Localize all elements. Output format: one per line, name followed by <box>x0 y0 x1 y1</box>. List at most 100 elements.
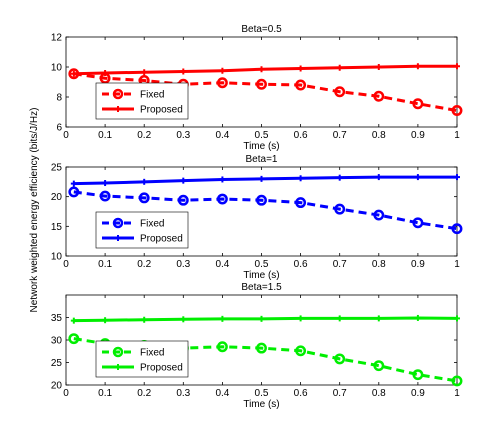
data-point-proposed <box>70 180 77 187</box>
y-tick-label: 6 <box>56 123 62 134</box>
data-point-proposed <box>454 315 460 322</box>
y-tick-label: 20 <box>51 381 63 392</box>
data-point-proposed <box>375 64 382 70</box>
data-point-proposed <box>180 68 187 75</box>
x-tick-label: 0.8 <box>372 130 386 141</box>
x-axis-label: Time (s) <box>243 141 279 152</box>
legend-marker-circle <box>112 88 124 100</box>
legend-box <box>95 340 189 378</box>
data-point-proposed <box>336 174 343 181</box>
panel-2: Beta=1 0 0.1 0.2 0.3 0.4 0.5 0.6 0.7 0.8 0.9 1 10 15 2… <box>51 154 463 281</box>
x-tick-label: 0.3 <box>176 259 190 270</box>
legend: Fixed Proposed <box>95 211 189 249</box>
data-point-proposed <box>70 317 77 324</box>
y-tick-label: 12 <box>51 33 63 44</box>
data-point-fixed <box>451 375 463 387</box>
x-tick-label: 0.2 <box>137 388 151 399</box>
data-point-proposed <box>336 64 343 71</box>
x-tick-label: 0.6 <box>294 130 308 141</box>
data-point-proposed <box>297 175 304 182</box>
panel-title: Beta=1.5 <box>241 282 282 293</box>
data-point-proposed <box>336 315 343 322</box>
y-tick-label: 35 <box>51 313 63 324</box>
x-tick-label: 0.6 <box>294 259 308 270</box>
x-tick-label: 0.1 <box>98 130 112 141</box>
data-point-fixed <box>256 194 267 206</box>
data-point-fixed <box>256 342 267 354</box>
x-tick-label: 0.4 <box>215 130 229 141</box>
y-tick-label: 25 <box>51 163 63 174</box>
legend-marker-circle <box>112 346 124 358</box>
data-point-fixed <box>412 217 424 229</box>
panel-1: Beta=0.5 0 0.1 0.2 0.3 0.4 0.5 0.6 0.7 0.8 0.9 1 6 8 1… <box>51 24 463 152</box>
legend-label-fixed: Fixed <box>140 219 164 230</box>
x-tick-label: 0.7 <box>333 259 347 270</box>
data-point-proposed <box>375 174 382 181</box>
data-point-fixed <box>373 90 385 102</box>
data-point-proposed <box>70 70 77 77</box>
x-tick-label: 0 <box>63 130 69 141</box>
panel-title: Beta=0.5 <box>241 24 282 35</box>
figure-y-axis-label: Network weighted energy efficiency (bits… <box>29 108 40 313</box>
x-tick-label: 0.8 <box>372 259 386 270</box>
x-tick-label: 0.7 <box>333 388 347 399</box>
x-tick-label: 0.9 <box>411 130 425 141</box>
data-point-proposed <box>141 69 148 76</box>
x-tick-label: 0.9 <box>411 388 425 399</box>
data-point-proposed <box>219 67 226 74</box>
data-point-fixed <box>373 209 385 221</box>
data-point-proposed <box>414 63 421 70</box>
data-point-fixed <box>334 86 346 98</box>
data-point-proposed <box>258 66 265 73</box>
series-line-fixed <box>73 190 458 231</box>
data-point-fixed <box>412 369 424 381</box>
x-tick-label: 0.3 <box>176 130 190 141</box>
x-tick-label: 1 <box>454 259 460 270</box>
data-point-proposed <box>102 70 109 76</box>
data-point-fixed <box>216 77 228 89</box>
y-tick-label: 10 <box>51 63 63 74</box>
x-tick-label: 0.9 <box>411 259 425 270</box>
data-point-proposed <box>180 316 187 323</box>
data-point-fixed <box>216 193 228 205</box>
data-point-proposed <box>454 63 460 70</box>
legend: Fixed Proposed <box>95 340 189 378</box>
y-tick-label: 15 <box>51 222 63 233</box>
y-tick-label: 8 <box>56 93 62 104</box>
legend: Fixed Proposed <box>95 82 189 120</box>
x-tick-label: 0 <box>63 388 69 399</box>
x-tick-label: 0.1 <box>98 388 112 399</box>
data-point-proposed <box>180 177 187 184</box>
data-point-proposed <box>219 315 226 322</box>
data-point-proposed <box>102 317 109 324</box>
x-tick-label: 0.5 <box>255 259 269 270</box>
x-tick-label: 0.3 <box>176 388 190 399</box>
data-point-proposed <box>454 174 460 181</box>
data-point-proposed <box>375 315 382 322</box>
x-tick-label: 1 <box>454 130 460 141</box>
legend-label-proposed: Proposed <box>140 105 183 116</box>
data-point-fixed <box>451 105 463 116</box>
x-tick-label: 0 <box>63 259 69 270</box>
x-axis-label: Time (s) <box>243 399 279 410</box>
x-tick-label: 0.5 <box>255 130 269 141</box>
panel-title: Beta=1 <box>246 154 278 165</box>
data-point-fixed <box>334 353 346 365</box>
y-tick-label: 20 <box>51 192 63 203</box>
data-point-fixed <box>99 190 111 202</box>
data-point-fixed <box>412 98 424 110</box>
data-point-fixed <box>451 223 463 235</box>
data-point-proposed <box>258 175 265 182</box>
data-point-fixed <box>256 78 267 90</box>
x-tick-label: 1 <box>454 388 460 399</box>
series-line-fixed <box>73 72 458 112</box>
data-point-proposed <box>297 315 304 322</box>
x-tick-label: 0.4 <box>215 388 229 399</box>
data-point-proposed <box>414 314 421 321</box>
x-axis-label: Time (s) <box>243 270 279 281</box>
y-tick-label: 30 <box>51 336 63 347</box>
legend-box <box>95 211 189 249</box>
data-point-fixed <box>295 197 307 209</box>
y-tick-label: 25 <box>51 358 63 369</box>
